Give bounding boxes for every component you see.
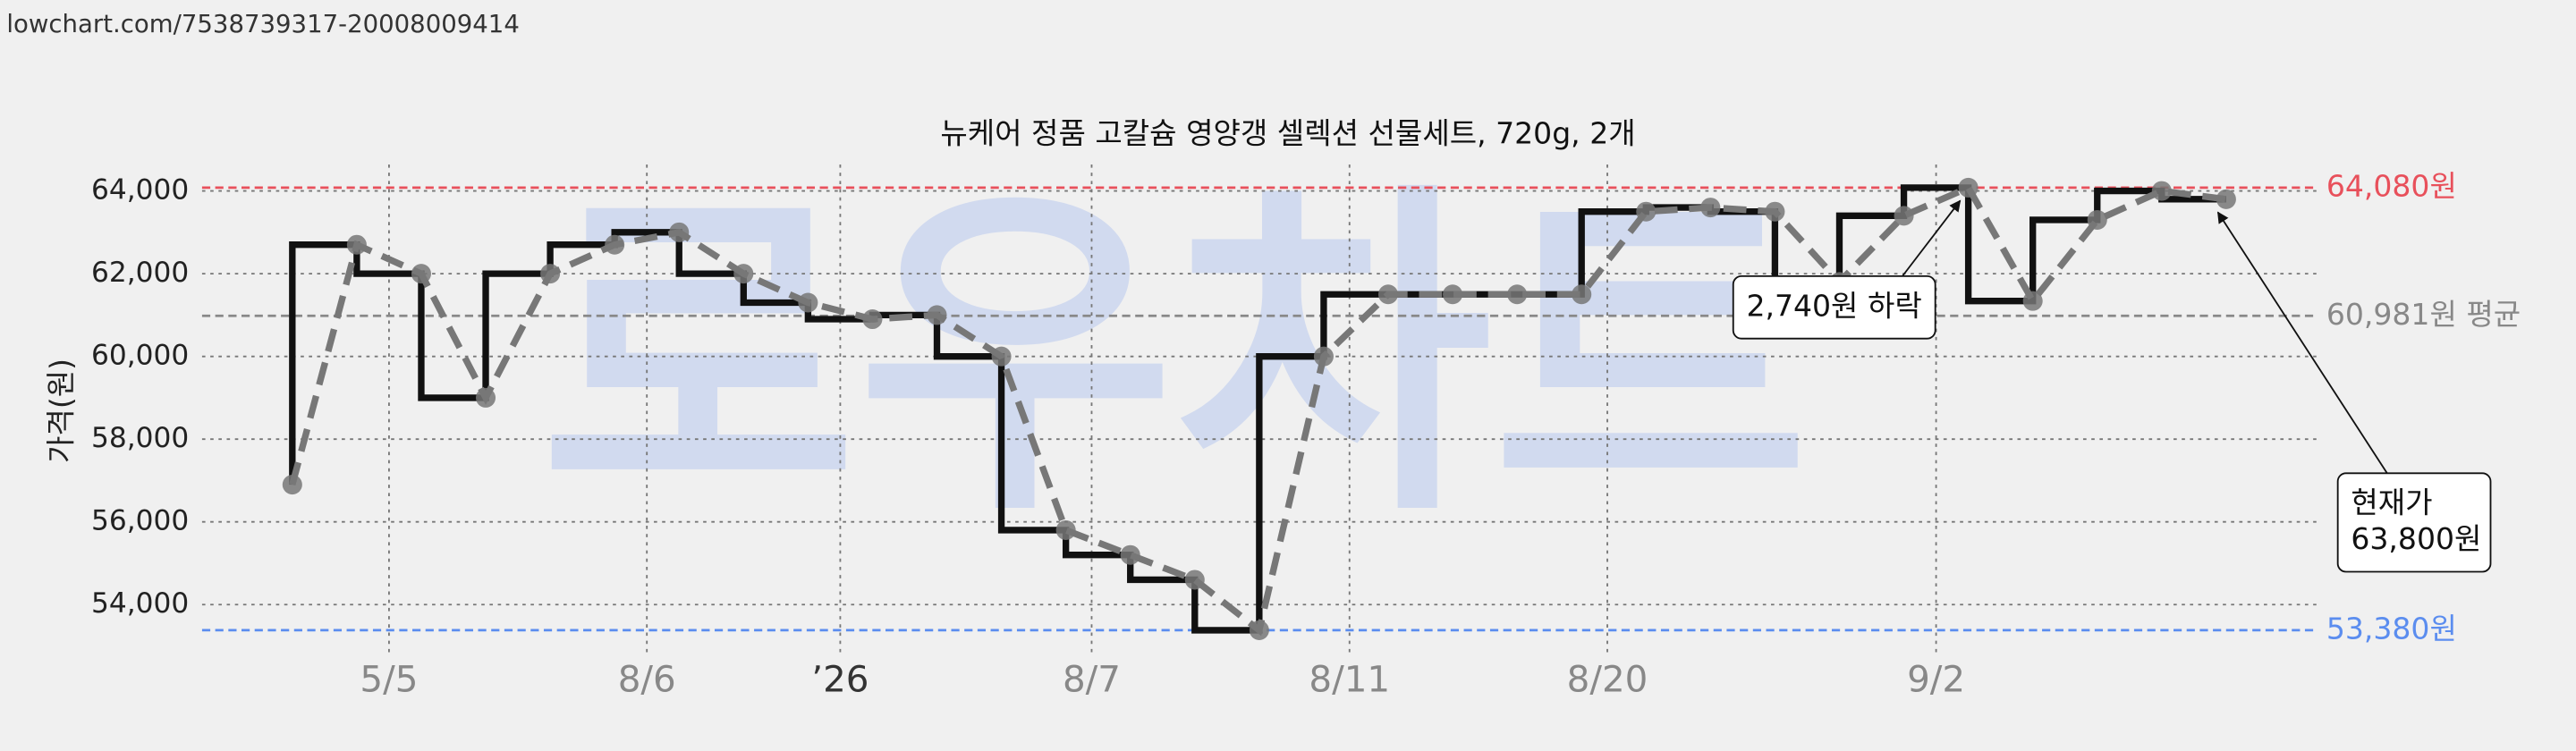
- x-tick-label: 8/7: [1063, 658, 1121, 701]
- y-tick-label: 62,000: [91, 257, 189, 289]
- point: [540, 264, 561, 284]
- annotation-arrow: [1902, 199, 1962, 277]
- point: [1055, 519, 1076, 540]
- point: [2022, 291, 2043, 311]
- y-tick-label: 54,000: [91, 587, 189, 620]
- point: [1636, 201, 1657, 222]
- point: [1377, 284, 1399, 305]
- x-tick-label: 8/6: [618, 658, 676, 701]
- point: [1894, 206, 1914, 226]
- point: [1572, 284, 1592, 305]
- plot-area: 54,000 56,000 58,000 60,000 62,000 64,000 5/5 8…: [91, 164, 2521, 701]
- point: [1249, 620, 1269, 640]
- reference-label: 53,380원: [2326, 611, 2457, 646]
- point: [605, 234, 625, 255]
- x-tick-label: ’26: [811, 658, 869, 701]
- y-tick-label: 60,000: [91, 340, 189, 372]
- point: [346, 234, 367, 255]
- point: [1313, 346, 1334, 367]
- point: [798, 292, 818, 313]
- annotation-arrow: [2216, 211, 2388, 474]
- point: [2087, 209, 2107, 230]
- x-tick-label: 8/20: [1567, 658, 1648, 701]
- x-tick-label: 8/11: [1309, 658, 1390, 701]
- point: [1507, 284, 1528, 305]
- point: [733, 264, 754, 284]
- point: [1700, 198, 1721, 218]
- point: [862, 308, 883, 330]
- point: [1120, 544, 1140, 565]
- point: [1443, 284, 1463, 305]
- point: [1958, 177, 1979, 198]
- x-tick-label: 9/2: [1907, 658, 1965, 701]
- point: [1765, 201, 1785, 222]
- point: [282, 475, 302, 495]
- step-line: [289, 184, 2226, 634]
- chart-title: 뉴케어 정품 고칼슘 영양갱 셀렉션 선물세트, 720g, 2개: [940, 115, 1635, 150]
- point: [669, 222, 690, 242]
- point: [2151, 181, 2172, 201]
- point: [476, 387, 496, 408]
- annotation-box: [1732, 274, 1936, 340]
- y-axis-label: 가격(원): [43, 359, 78, 463]
- point: [411, 264, 431, 284]
- x-tick-label: 5/5: [360, 658, 418, 701]
- y-tick-label: 64,000: [91, 174, 189, 207]
- annotation-box: [2336, 472, 2492, 573]
- watermark: 로우차트: [540, 156, 1809, 557]
- y-tick-label: 58,000: [91, 422, 189, 454]
- point: [1184, 570, 1205, 590]
- point: [991, 346, 1012, 367]
- point: [927, 305, 947, 325]
- url: lowchart.com/7538739317-20008009414: [6, 10, 520, 38]
- annotation-text: 2,740원 하락: [1746, 288, 1921, 323]
- point: [2216, 189, 2236, 209]
- annotation-text: 63,800원: [2351, 521, 2481, 556]
- annotation-text: 현재가: [2351, 485, 2432, 520]
- reference-label: 60,981원 평균: [2326, 297, 2521, 332]
- reference-label: 64,080원: [2326, 168, 2457, 203]
- y-tick-label: 56,000: [91, 505, 189, 537]
